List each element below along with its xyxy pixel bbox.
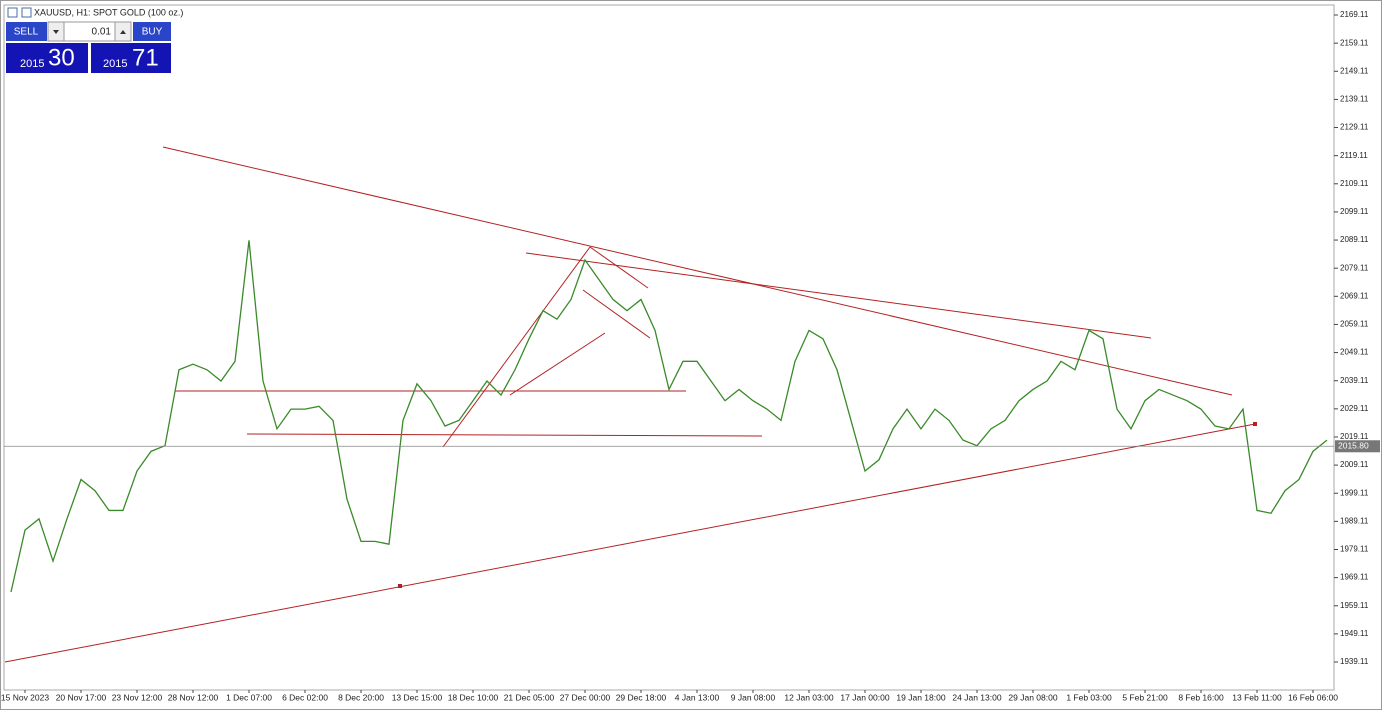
x-tick-label: 17 Jan 00:00 <box>840 692 889 702</box>
y-tick-label: 2079.11 <box>1340 263 1369 272</box>
ask-small: 71 <box>132 44 159 71</box>
trend-line <box>582 289 651 339</box>
x-tick-label: 4 Jan 13:00 <box>675 692 720 702</box>
x-tick-label: 1 Dec 07:00 <box>226 692 272 702</box>
bid-small: 30 <box>48 44 75 71</box>
y-tick-label: 2139.11 <box>1340 95 1369 104</box>
y-tick-label: 2009.11 <box>1340 460 1369 469</box>
sell-button[interactable] <box>6 22 47 41</box>
y-tick-label: 2069.11 <box>1340 291 1369 300</box>
y-tick-label: 1999.11 <box>1340 488 1369 497</box>
x-tick-label: 28 Nov 12:00 <box>168 692 219 702</box>
icon <box>7 7 18 18</box>
trend-line <box>442 246 591 448</box>
y-tick-label: 2159.11 <box>1340 38 1369 47</box>
arrow-down <box>53 30 59 34</box>
y-tick-label: 2109.11 <box>1340 179 1369 188</box>
y-tick-label: 1949.11 <box>1340 629 1369 638</box>
x-tick-label: 20 Nov 17:00 <box>56 692 107 702</box>
x-tick-label: 29 Jan 08:00 <box>1008 692 1057 702</box>
y-tick-label: 2089.11 <box>1340 235 1369 244</box>
bid-box[interactable] <box>6 43 88 73</box>
x-tick-label: 8 Dec 20:00 <box>338 692 384 702</box>
trend-line <box>4 423 1256 663</box>
plot-area <box>3 4 1335 691</box>
bid-big: 2015 <box>20 58 44 70</box>
trend-line <box>525 252 1152 339</box>
y-tick-label: 1959.11 <box>1340 601 1369 610</box>
trend-line <box>162 146 1233 396</box>
x-tick-label: 27 Dec 00:00 <box>560 692 611 702</box>
icon <box>21 7 32 18</box>
x-tick-label: 29 Dec 18:00 <box>616 692 667 702</box>
buy-label[interactable]: BUY <box>142 27 163 38</box>
trend-line <box>509 332 606 396</box>
y-tick-label: 1939.11 <box>1340 657 1369 666</box>
x-tick-label: 6 Dec 02:00 <box>282 692 328 702</box>
x-tick-label: 8 Feb 16:00 <box>1178 692 1224 702</box>
x-tick-label: 12 Jan 03:00 <box>784 692 833 702</box>
title-bar: XAUUSD, H1: SPOT GOLD (100 oz.) <box>7 7 183 18</box>
y-tick-label: 1969.11 <box>1340 573 1369 582</box>
x-tick-label: 18 Dec 10:00 <box>448 692 499 702</box>
ask-box[interactable] <box>91 43 171 73</box>
x-tick-label: 5 Feb 21:00 <box>1122 692 1168 702</box>
sell-label[interactable]: SELL <box>14 27 39 38</box>
x-tick-label: 13 Feb 11:00 <box>1232 692 1282 702</box>
lot-value[interactable]: 0.01 <box>92 27 112 38</box>
y-tick-label: 2169.11 <box>1340 10 1369 19</box>
y-tick-label: 2049.11 <box>1340 348 1369 357</box>
y-tick-label: 2039.11 <box>1340 376 1369 385</box>
y-tick-label: 2099.11 <box>1340 207 1369 216</box>
trend-lines <box>4 146 1257 663</box>
x-tick-label: 15 Nov 2023 <box>1 692 49 702</box>
price-line <box>10 240 1328 593</box>
y-tick-label: 2059.11 <box>1340 320 1369 329</box>
ask-big: 2015 <box>103 58 127 70</box>
x-tick-label: 24 Jan 13:00 <box>952 692 1001 702</box>
trend-line <box>246 433 763 437</box>
x-tick-label: 16 Feb 06:00 <box>1288 692 1338 702</box>
buy-button[interactable] <box>133 22 171 41</box>
anchor-point <box>398 584 402 588</box>
current-price-box <box>1335 440 1380 453</box>
x-tick-label: 9 Jan 08:00 <box>731 692 776 702</box>
y-tick-label: 2129.11 <box>1340 123 1369 132</box>
trend-line <box>589 246 649 289</box>
chart-title: XAUUSD, H1: SPOT GOLD (100 oz.) <box>34 7 183 17</box>
x-tick-label: 1 Feb 03:00 <box>1066 692 1112 702</box>
current-price-label: 2015.80 <box>1338 441 1369 451</box>
y-tick-label: 2119.11 <box>1340 151 1368 160</box>
y-tick-label: 2149.11 <box>1340 66 1369 75</box>
x-tick-label: 19 Jan 18:00 <box>896 692 945 702</box>
y-tick-label: 1989.11 <box>1340 516 1369 525</box>
x-tick-label: 21 Dec 05:00 <box>504 692 555 702</box>
x-tick-label: 13 Dec 15:00 <box>392 692 443 702</box>
y-tick-label: 1979.11 <box>1340 545 1369 554</box>
arrow-up <box>120 30 126 34</box>
y-tick-label: 2029.11 <box>1340 404 1369 413</box>
anchor-point <box>1253 422 1257 426</box>
y-tick-label: 2019.11 <box>1340 432 1369 441</box>
trade-panel: SELL 0.01 BUY 2015 30 2015 71 <box>6 21 171 73</box>
x-tick-label: 23 Nov 12:00 <box>112 692 163 702</box>
